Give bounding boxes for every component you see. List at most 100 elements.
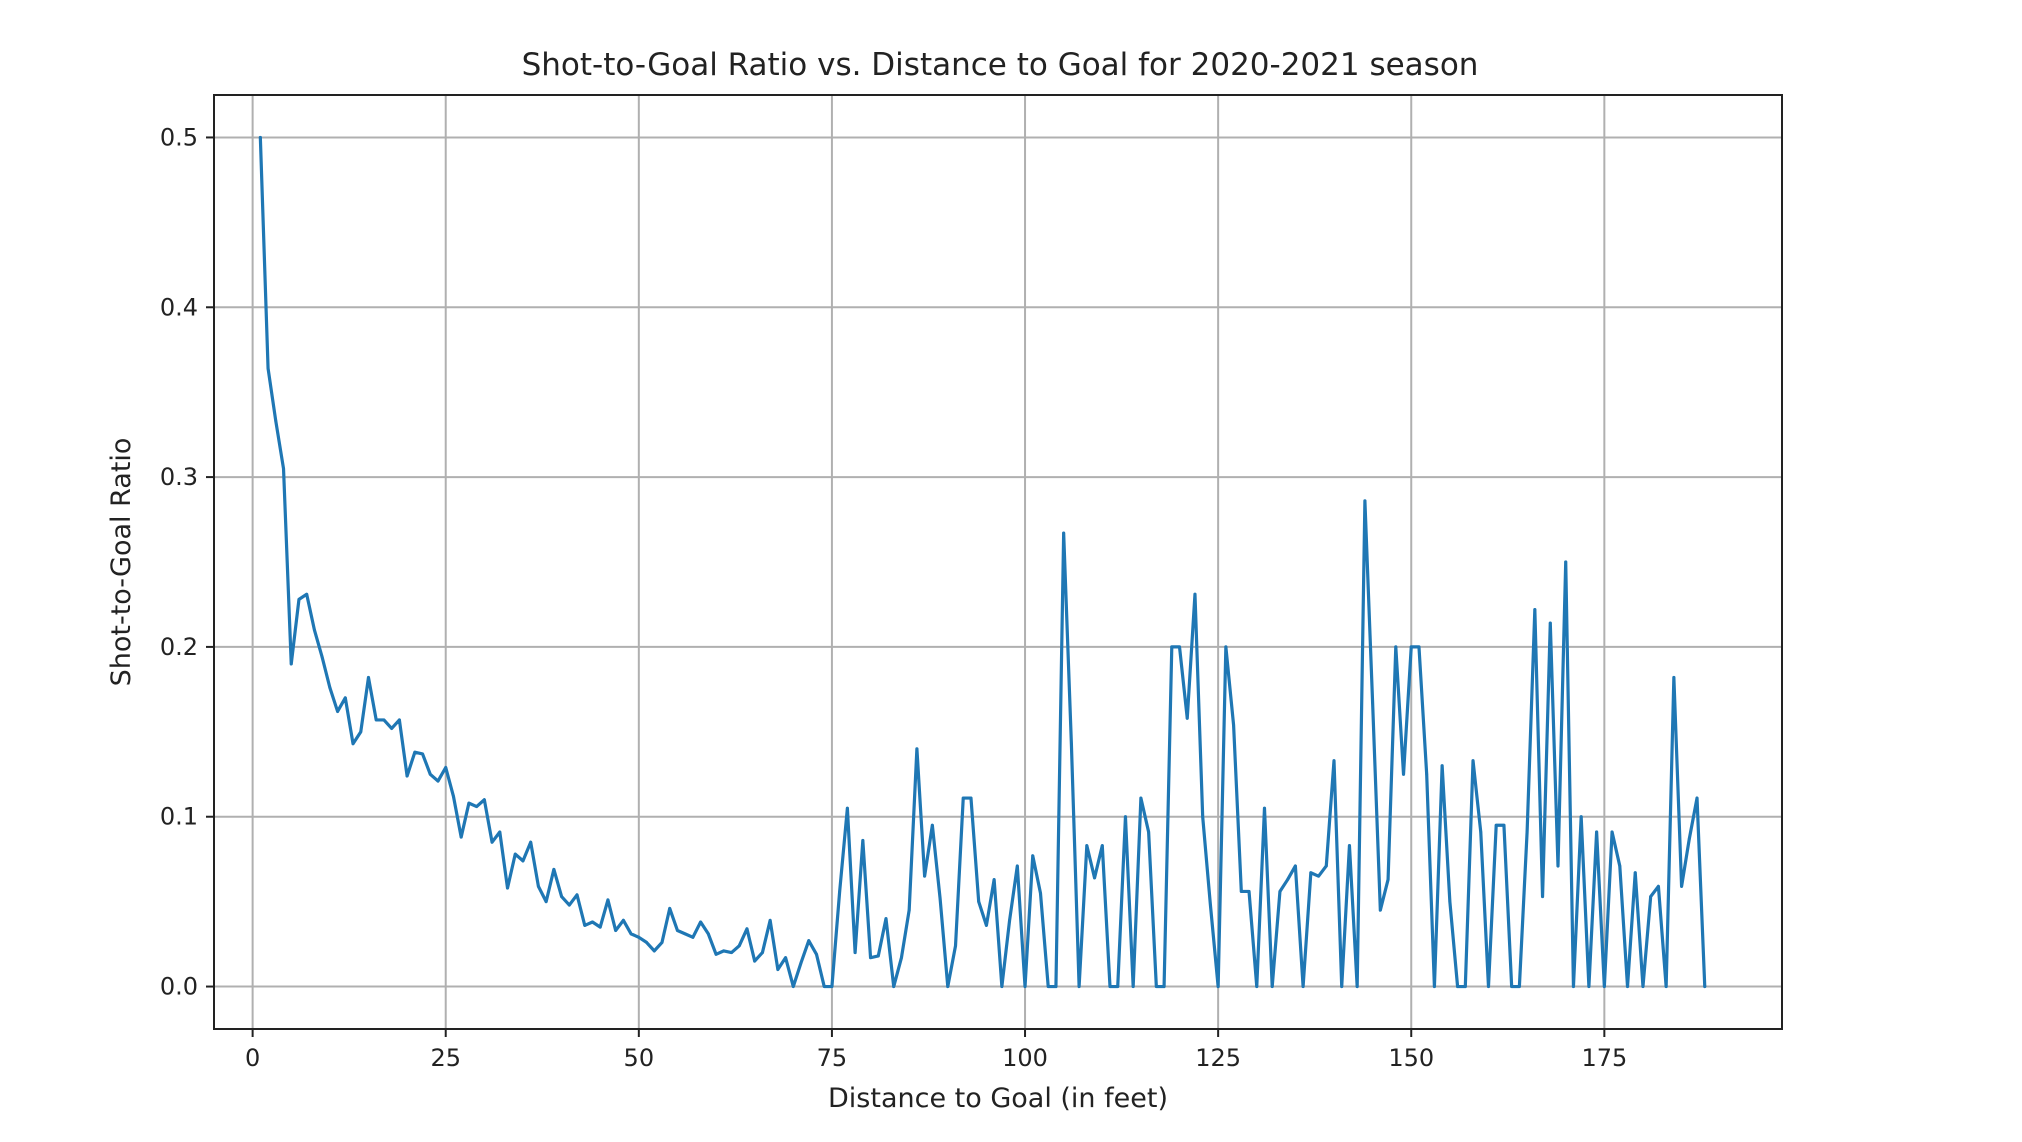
data-point bbox=[1533, 608, 1537, 611]
x-tick-label: 175 bbox=[1581, 1044, 1627, 1072]
data-point bbox=[737, 944, 741, 948]
data-point bbox=[1579, 815, 1583, 819]
data-point bbox=[1062, 531, 1066, 535]
data-point bbox=[1317, 874, 1320, 878]
data-point bbox=[683, 932, 687, 936]
y-tick-label: 0.2 bbox=[160, 633, 198, 661]
data-point bbox=[1286, 878, 1290, 881]
data-point bbox=[1541, 895, 1544, 898]
data-point bbox=[1394, 645, 1398, 649]
data-point bbox=[1664, 985, 1668, 988]
x-axis-label: Distance to Goal (in feet) bbox=[828, 1083, 1168, 1114]
y-tick-label: 0.1 bbox=[160, 803, 198, 831]
data-point bbox=[691, 935, 695, 939]
data-point bbox=[274, 419, 278, 423]
data-point bbox=[1695, 796, 1699, 800]
data-point bbox=[1108, 985, 1112, 988]
data-point bbox=[753, 959, 757, 963]
data-point bbox=[1456, 985, 1459, 988]
data-point bbox=[1402, 772, 1405, 776]
data-point bbox=[521, 859, 525, 863]
data-point bbox=[459, 835, 463, 839]
data-point bbox=[637, 935, 641, 939]
data-point bbox=[807, 939, 811, 943]
data-point bbox=[1409, 645, 1413, 649]
data-point bbox=[1448, 900, 1452, 904]
data-point bbox=[1309, 871, 1313, 875]
data-point bbox=[390, 727, 394, 730]
data-point bbox=[660, 940, 664, 944]
data-point bbox=[745, 927, 749, 931]
data-point bbox=[938, 896, 942, 900]
data-point bbox=[1657, 884, 1660, 888]
series-layer bbox=[258, 135, 1707, 989]
data-point bbox=[822, 985, 826, 988]
data-point bbox=[1680, 884, 1683, 888]
data-point bbox=[699, 920, 703, 924]
data-point bbox=[482, 798, 486, 802]
data-point bbox=[367, 676, 370, 679]
data-point bbox=[1433, 985, 1436, 988]
x-tick-label: 150 bbox=[1388, 1044, 1434, 1072]
data-point bbox=[529, 840, 533, 844]
data-point bbox=[1139, 796, 1143, 800]
data-point bbox=[436, 779, 440, 783]
data-point bbox=[907, 908, 911, 912]
data-point bbox=[961, 796, 965, 800]
data-point bbox=[1039, 891, 1042, 895]
data-point bbox=[1610, 830, 1614, 834]
data-point bbox=[567, 903, 571, 907]
data-point bbox=[1054, 985, 1058, 988]
data-point bbox=[1116, 985, 1120, 988]
data-point bbox=[444, 766, 448, 769]
x-tick-label: 25 bbox=[430, 1044, 461, 1072]
data-point bbox=[1378, 908, 1382, 912]
data-point bbox=[1618, 864, 1622, 868]
data-point bbox=[861, 839, 865, 842]
data-point bbox=[915, 747, 919, 751]
data-point bbox=[815, 952, 818, 956]
data-point bbox=[336, 710, 339, 713]
data-point bbox=[421, 752, 424, 756]
data-point bbox=[1178, 645, 1181, 649]
data-point bbox=[1031, 854, 1035, 858]
data-point bbox=[791, 985, 795, 988]
data-point bbox=[1417, 645, 1421, 649]
data-point bbox=[374, 718, 378, 722]
data-point bbox=[1124, 815, 1127, 819]
data-point bbox=[992, 878, 996, 881]
y-tick-label: 0.4 bbox=[160, 293, 198, 321]
data-point bbox=[1201, 815, 1205, 819]
data-point bbox=[552, 867, 556, 871]
data-point bbox=[1371, 701, 1375, 705]
data-point bbox=[1270, 985, 1274, 988]
x-tick-label: 100 bbox=[1002, 1044, 1048, 1072]
data-point bbox=[583, 924, 587, 927]
data-point bbox=[1463, 985, 1467, 988]
data-point bbox=[768, 918, 772, 922]
data-point bbox=[621, 918, 625, 922]
data-point bbox=[892, 985, 896, 988]
data-point bbox=[1494, 823, 1498, 827]
data-point bbox=[1479, 830, 1483, 834]
data-point bbox=[405, 774, 409, 778]
x-tick-label: 0 bbox=[245, 1044, 260, 1072]
data-point bbox=[1255, 985, 1259, 988]
data-point bbox=[1703, 985, 1707, 988]
data-point bbox=[876, 954, 880, 958]
data-point bbox=[838, 890, 842, 893]
data-point bbox=[282, 467, 285, 470]
data-point bbox=[343, 696, 347, 700]
data-point bbox=[1687, 837, 1691, 841]
data-point bbox=[1633, 871, 1637, 875]
data-point bbox=[923, 874, 927, 878]
x-tick-label: 75 bbox=[817, 1044, 848, 1072]
data-point bbox=[884, 917, 888, 921]
chart-title: Shot-to-Goal Ratio vs. Distance to Goal … bbox=[522, 47, 1479, 83]
data-point bbox=[1556, 864, 1560, 868]
data-point bbox=[1548, 621, 1552, 625]
data-point bbox=[1425, 772, 1429, 776]
data-point bbox=[1626, 985, 1629, 988]
data-point bbox=[490, 840, 494, 844]
